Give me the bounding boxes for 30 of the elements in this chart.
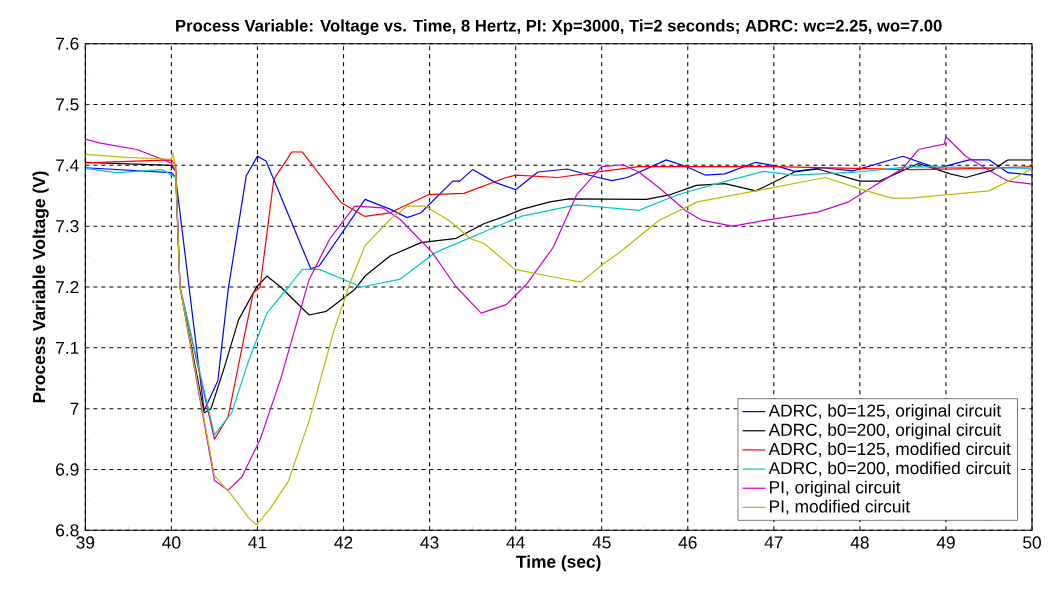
x-tick-label: 46: [678, 536, 697, 549]
y-tick-label: 7.6: [56, 37, 79, 50]
legend-label: ADRC, b0=200, original circuit: [768, 423, 1002, 440]
x-tick-label: 43: [420, 536, 439, 549]
x-tick-label: 48: [850, 536, 869, 549]
legend-label: ADRC, b0=125, modified circuit: [768, 442, 1011, 458]
x-tick-label: 42: [334, 536, 353, 549]
y-tick-label: 7.4: [56, 159, 79, 172]
legend-label: ADRC, b0=200, modified circuit: [768, 461, 1011, 477]
x-tick-label: 44: [506, 536, 525, 549]
x-tick-label: 39: [76, 536, 95, 549]
y-tick-label: 6.9: [56, 463, 79, 476]
legend-label: ADRC, b0=125, original circuit: [768, 404, 1002, 421]
y-tick-label: 7.3: [56, 220, 79, 233]
y-tick-label: 7.1: [56, 341, 79, 354]
y-tick-label: 7.2: [56, 280, 79, 294]
y-tick-label: 7: [70, 402, 79, 415]
y-axis-title: Process Variable Voltage (V): [32, 171, 49, 403]
y-tick-label: 7.5: [56, 98, 79, 111]
x-tick-label: 45: [592, 536, 611, 549]
x-tick-label: 40: [162, 536, 181, 549]
legend-label: PI, original circuit: [770, 480, 901, 497]
x-tick-label: 41: [248, 536, 267, 549]
y-tick-label: 6.8: [56, 524, 79, 537]
x-axis-title: Time (sec): [516, 555, 601, 572]
chart-title: Process Variable: Voltage vs. Time, 8 Hertz, PI: Xp=3000, Ti=2 seconds; ADRC: wc=2.25, wo=7.00: [176, 19, 942, 35]
legend-label: PI, modified circuit: [770, 499, 911, 515]
x-tick-label: 50: [1023, 536, 1041, 549]
x-tick-label: 49: [936, 536, 955, 549]
x-tick-label: 47: [764, 536, 783, 549]
